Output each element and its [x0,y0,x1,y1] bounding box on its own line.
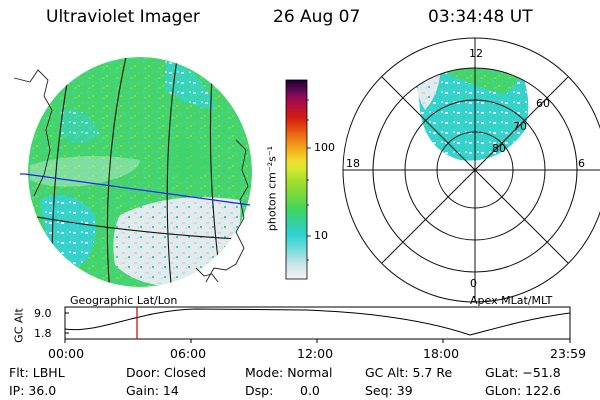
polar-image [414,68,529,161]
mlat-label-60: 60 [536,97,550,110]
gc-alt-info: GC Alt: 5.7 Re [365,365,453,380]
time-tick-0000: 00:00 [48,346,85,361]
altitude-ytick-low: 1.8 [34,327,52,340]
colorbar-tick-100: 100 [314,141,335,154]
colorbar-label: photon cm⁻²s⁻¹ [265,145,279,232]
gain-info: Gain: 14 [126,383,179,398]
glon-info: GLon: 122.6 [485,383,561,398]
altitude-ticks [64,312,571,343]
time-tick-1800: 18:00 [423,346,460,361]
mlt-label-0: 0 [470,277,477,290]
mlt-label-6: 6 [578,157,585,170]
time-label: 03:34:48 UT [428,7,533,27]
instrument-title: Ultraviolet Imager [46,7,200,27]
mode-info: Mode: Normal [245,365,333,380]
filter-info: Flt: LBHL [9,365,65,380]
time-tick-0600: 06:00 [170,346,207,361]
altitude-plot-frame [64,306,571,340]
mlat-label-70: 70 [513,120,527,133]
glat-info: GLat: −51.8 [485,365,561,380]
apex-caption: Apex MLat/MLT [470,294,553,307]
geographic-caption: Geographic Lat/Lon [70,294,178,307]
geo-latitude-line [24,173,251,206]
time-tick-2359: 23:59 [550,346,587,361]
coastlines [13,69,249,283]
time-tick-1200: 12:00 [297,346,334,361]
ip-info: IP: 36.0 [9,383,57,398]
altitude-curve [64,308,571,336]
geo-grid [28,57,252,287]
mlt-label-12: 12 [469,47,483,60]
colorbar-tick-10: 10 [314,229,328,242]
door-info: Door: Closed [126,365,207,380]
geographic-image [28,57,252,287]
altitude-ylabel: GC Alt [12,308,26,343]
dsp-value: 0.0 [300,383,320,398]
colorbar [285,79,308,280]
altitude-ytick-high: 9.0 [34,307,52,320]
date-label: 26 Aug 07 [273,7,361,27]
seq-info: Seq: 39 [365,383,413,398]
colorbar-ticks [307,99,311,261]
dsp-info: Dsp: [245,383,274,398]
polar-grid [342,37,600,303]
mlat-label-80: 80 [492,142,506,155]
mlt-label-18: 18 [346,157,360,170]
